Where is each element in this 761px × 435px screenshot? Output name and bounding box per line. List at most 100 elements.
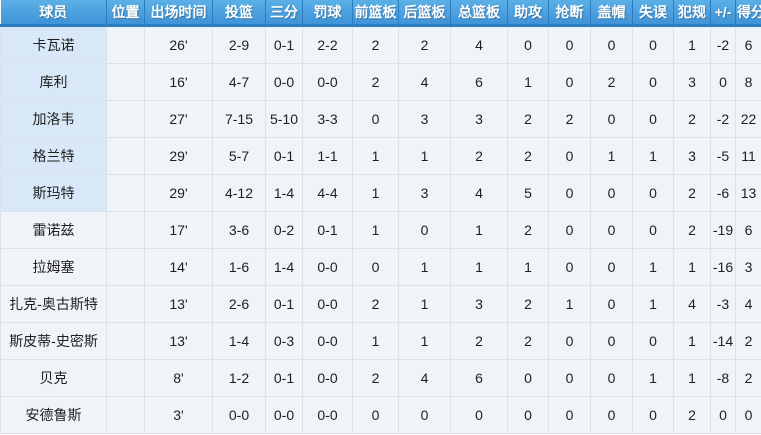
stat-cell-minutes: 3' [144,396,213,434]
stat-cell-ft: 0-0 [302,285,353,323]
stat-cell-blk: 0 [590,322,633,360]
column-header-ft: 罚球 [302,0,353,27]
stat-cell-treb: 2 [450,322,508,360]
stat-cell-ft: 4-4 [302,174,353,212]
stat-cell-fg: 3-6 [212,211,266,249]
player-name-cell: 拉姆塞 [0,248,107,286]
stat-cell-to: 0 [632,25,674,64]
stat-cell-position [106,211,145,249]
stat-cell-position [106,359,145,397]
stat-cell-stl: 0 [548,137,591,175]
stat-cell-fg: 1-2 [212,359,266,397]
stat-cell-to: 0 [632,100,674,138]
stat-cell-oreb: 2 [352,285,399,323]
stat-cell-three: 0-0 [265,63,303,101]
stat-cell-oreb: 2 [352,359,399,397]
stat-cell-ast: 5 [507,174,549,212]
stat-cell-treb: 6 [450,63,508,101]
player-name-cell: 加洛韦 [0,100,107,138]
stat-cell-fg: 0-0 [212,396,266,434]
stat-cell-position [106,322,145,360]
table-row: 贝克 8' 1-2 0-1 0-0 2 4 6 0 0 0 1 1 -8 2 [0,359,761,397]
column-header-dreb: 后篮板 [398,0,451,27]
stat-cell-oreb: 1 [352,322,399,360]
player-name-cell: 扎克-奥古斯特 [0,285,107,323]
stat-cell-blk: 0 [590,285,633,323]
stat-cell-ft: 0-0 [302,359,353,397]
stat-cell-minutes: 14' [144,248,213,286]
stat-cell-minutes: 26' [144,25,213,64]
stat-cell-ast: 2 [507,100,549,138]
stat-cell-pts: 6 [735,25,761,64]
stat-cell-pts: 2 [735,359,761,397]
table-body: 卡瓦诺 26' 2-9 0-1 2-2 2 2 4 0 0 0 0 1 -2 6 库利 16' 4-7 0-0 0-0… [0,25,761,434]
stat-cell-ast: 2 [507,137,549,175]
stat-cell-minutes: 16' [144,63,213,101]
stat-cell-minutes: 29' [144,174,213,212]
column-header-player: 球员 [0,0,107,27]
player-name-cell: 安德鲁斯 [0,396,107,434]
stat-cell-pm: -5 [710,137,736,175]
stat-cell-dreb: 1 [398,137,451,175]
stat-cell-ast: 0 [507,396,549,434]
stat-cell-pf: 1 [673,248,711,286]
column-header-pm: +/- [710,0,736,27]
stat-cell-ast: 0 [507,359,549,397]
stat-cell-three: 0-0 [265,396,303,434]
stat-cell-treb: 3 [450,285,508,323]
stat-cell-oreb: 1 [352,174,399,212]
stat-cell-three: 0-1 [265,359,303,397]
stat-cell-ft: 0-0 [302,322,353,360]
stat-cell-blk: 0 [590,211,633,249]
stat-cell-treb: 4 [450,174,508,212]
stat-cell-minutes: 13' [144,285,213,323]
stat-cell-stl: 0 [548,25,591,64]
column-header-to: 失误 [632,0,674,27]
stat-cell-ast: 2 [507,211,549,249]
stat-cell-minutes: 29' [144,137,213,175]
stat-cell-dreb: 3 [398,174,451,212]
stat-cell-to: 1 [632,285,674,323]
stat-cell-ft: 0-0 [302,396,353,434]
stat-cell-three: 5-10 [265,100,303,138]
stat-cell-pts: 0 [735,396,761,434]
stat-cell-oreb: 1 [352,211,399,249]
stat-cell-pm: -14 [710,322,736,360]
stat-cell-three: 0-1 [265,285,303,323]
stat-cell-pm: -6 [710,174,736,212]
player-name-cell: 雷诺兹 [0,211,107,249]
table-row: 拉姆塞 14' 1-6 1-4 0-0 0 1 1 1 0 0 1 1 -16 3 [0,248,761,286]
stat-cell-pm: -3 [710,285,736,323]
stat-cell-pf: 4 [673,285,711,323]
stat-cell-position [106,248,145,286]
stat-cell-position [106,25,145,64]
stat-cell-position [106,100,145,138]
stat-cell-treb: 1 [450,248,508,286]
stat-cell-minutes: 17' [144,211,213,249]
stat-cell-oreb: 0 [352,100,399,138]
stat-cell-fg: 1-4 [212,322,266,360]
column-header-position: 位置 [106,0,145,27]
stat-cell-three: 0-3 [265,322,303,360]
stat-cell-blk: 0 [590,25,633,64]
stat-cell-treb: 4 [450,25,508,64]
stat-cell-oreb: 1 [352,137,399,175]
table-row: 安德鲁斯 3' 0-0 0-0 0-0 0 0 0 0 0 0 0 2 0 0 [0,396,761,434]
table-row: 斯玛特 29' 4-12 1-4 4-4 1 3 4 5 0 0 0 2 -6 13 [0,174,761,212]
stat-cell-pm: -2 [710,100,736,138]
stat-cell-blk: 0 [590,100,633,138]
stat-cell-stl: 1 [548,285,591,323]
stat-cell-to: 1 [632,248,674,286]
column-header-ast: 助攻 [507,0,549,27]
column-header-stl: 抢断 [548,0,591,27]
stat-cell-position [106,396,145,434]
stat-cell-ft: 2-2 [302,25,353,64]
stat-cell-stl: 0 [548,174,591,212]
stat-cell-stl: 0 [548,63,591,101]
stat-cell-blk: 0 [590,359,633,397]
stat-cell-ast: 1 [507,248,549,286]
stat-cell-three: 1-4 [265,174,303,212]
column-header-oreb: 前篮板 [352,0,399,27]
stat-cell-pts: 4 [735,285,761,323]
